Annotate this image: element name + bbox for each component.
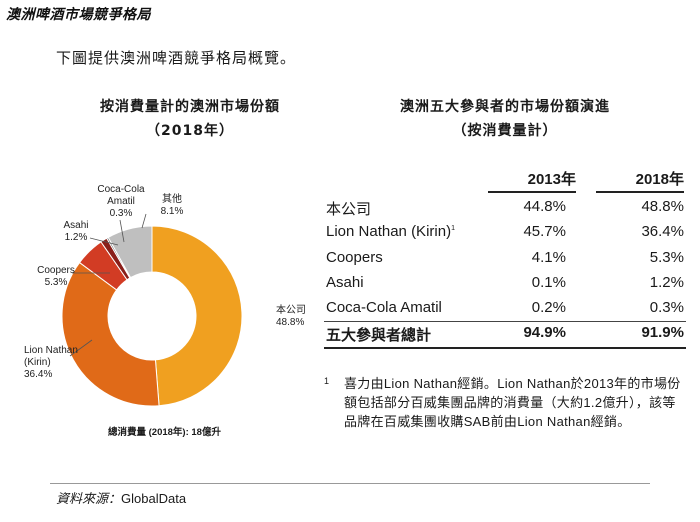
table-row: Lion Nathan (Kirin)1 45.7% 36.4% [326,223,684,240]
donut-slice-0 [151,225,243,407]
header-2018: 2018年 [635,171,684,188]
header-rule-2013 [488,191,576,193]
footnote-text: 喜力由Lion Nathan經銷。Lion Nathan於2013年的市場份額包… [344,376,681,429]
source-rule [50,483,650,484]
section-title: 澳洲啤酒市場競爭格局 [6,7,151,23]
footnote-mark: 1 [324,376,330,386]
label-lion: Lion Nathan (Kirin) 36.4% [24,345,78,380]
label-other: 其他 8.1% [160,194,184,217]
label-coopers: Coopers 5.3% [37,265,75,288]
header-2013: 2013年 [527,171,576,188]
leader-line-coke [119,219,125,243]
chart-title: 按消費量計的澳洲市場份額 [100,99,280,115]
total-consumption-note: 總消費量 (2018年): 18億升 [108,427,221,438]
chart-subtitle: （2018年） [146,123,234,139]
header-rule-2018 [596,191,684,193]
table-row: 本公司 44.8% 48.8% [326,198,684,218]
leader-line-lion [69,339,93,357]
source-line: 資料來源：GlobalData [56,491,187,507]
label-coke: Coca-Cola Amatil 0.3% [97,184,145,219]
donut-chart [61,213,243,407]
table-row: Coopers 4.1% 5.3% [326,249,684,266]
label-asahi: Asahi 1.2% [63,220,89,243]
table-title: 澳洲五大參與者的市場份額演進 [400,99,610,115]
table-subtitle: （按消費量計） [452,123,558,139]
total-rule [324,321,686,322]
donut-slice-1 [61,261,160,407]
leader-line-asahi [89,237,119,246]
label-company: 本公司 48.8% [276,305,306,328]
intro-text: 下圖提供澳洲啤酒競爭格局概覽。 [56,49,297,67]
table-row: Asahi 0.1% 1.2% [326,274,684,291]
table-bottom-rule [324,347,686,349]
table-row: Coca-Cola Amatil 0.2% 0.3% [326,299,684,316]
donut-slice-5 [107,225,153,279]
leader-line-other [141,213,147,229]
table-total-row: 五大參與者總計 94.9% 91.9% [326,324,684,344]
